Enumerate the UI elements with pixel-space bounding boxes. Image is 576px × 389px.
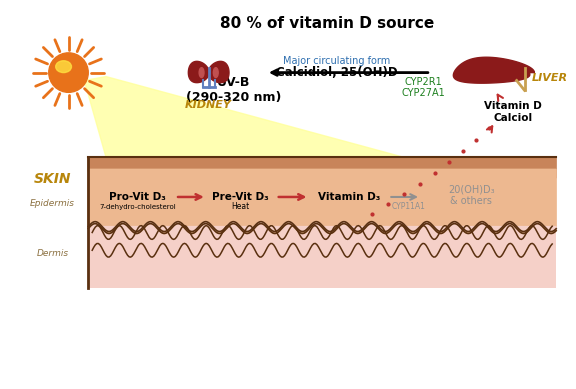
Text: CYP2R1
CYP27A1: CYP2R1 CYP27A1 <box>402 77 446 98</box>
Text: 80 % of vitamin D source: 80 % of vitamin D source <box>220 16 434 31</box>
Text: 7-dehydro-cholesterol: 7-dehydro-cholesterol <box>99 204 176 210</box>
Polygon shape <box>88 158 556 178</box>
Text: CYP11A1: CYP11A1 <box>391 202 425 211</box>
FancyBboxPatch shape <box>88 226 556 288</box>
FancyBboxPatch shape <box>88 169 556 231</box>
Text: Major circulating form: Major circulating form <box>283 56 391 66</box>
Text: Epidermis: Epidermis <box>30 200 75 209</box>
Polygon shape <box>88 222 556 231</box>
Text: Dermis: Dermis <box>37 249 69 258</box>
Ellipse shape <box>213 68 218 77</box>
Polygon shape <box>84 77 456 171</box>
Text: Heat: Heat <box>231 202 249 211</box>
Ellipse shape <box>56 61 71 73</box>
FancyBboxPatch shape <box>88 158 556 171</box>
Circle shape <box>49 53 88 92</box>
Text: Calcidiol, 25(OH)D: Calcidiol, 25(OH)D <box>276 66 398 79</box>
Text: KIDNEY: KIDNEY <box>185 100 232 110</box>
Polygon shape <box>88 169 556 233</box>
Polygon shape <box>188 61 209 82</box>
Text: Pro-Vit D₃: Pro-Vit D₃ <box>109 192 166 202</box>
Text: SKIN: SKIN <box>34 172 71 186</box>
Ellipse shape <box>199 68 204 77</box>
Polygon shape <box>209 61 229 82</box>
Text: Vitamin D₃: Vitamin D₃ <box>317 192 380 202</box>
Text: UV-B
(290-320 nm): UV-B (290-320 nm) <box>185 76 281 104</box>
Text: Pre-Vit D₃: Pre-Vit D₃ <box>212 192 268 202</box>
Text: LIVER: LIVER <box>532 72 567 82</box>
Text: 20(OH)D₃
& others: 20(OH)D₃ & others <box>448 184 495 206</box>
Text: Vitamin D
Calciol: Vitamin D Calciol <box>484 101 541 123</box>
Polygon shape <box>453 57 535 83</box>
